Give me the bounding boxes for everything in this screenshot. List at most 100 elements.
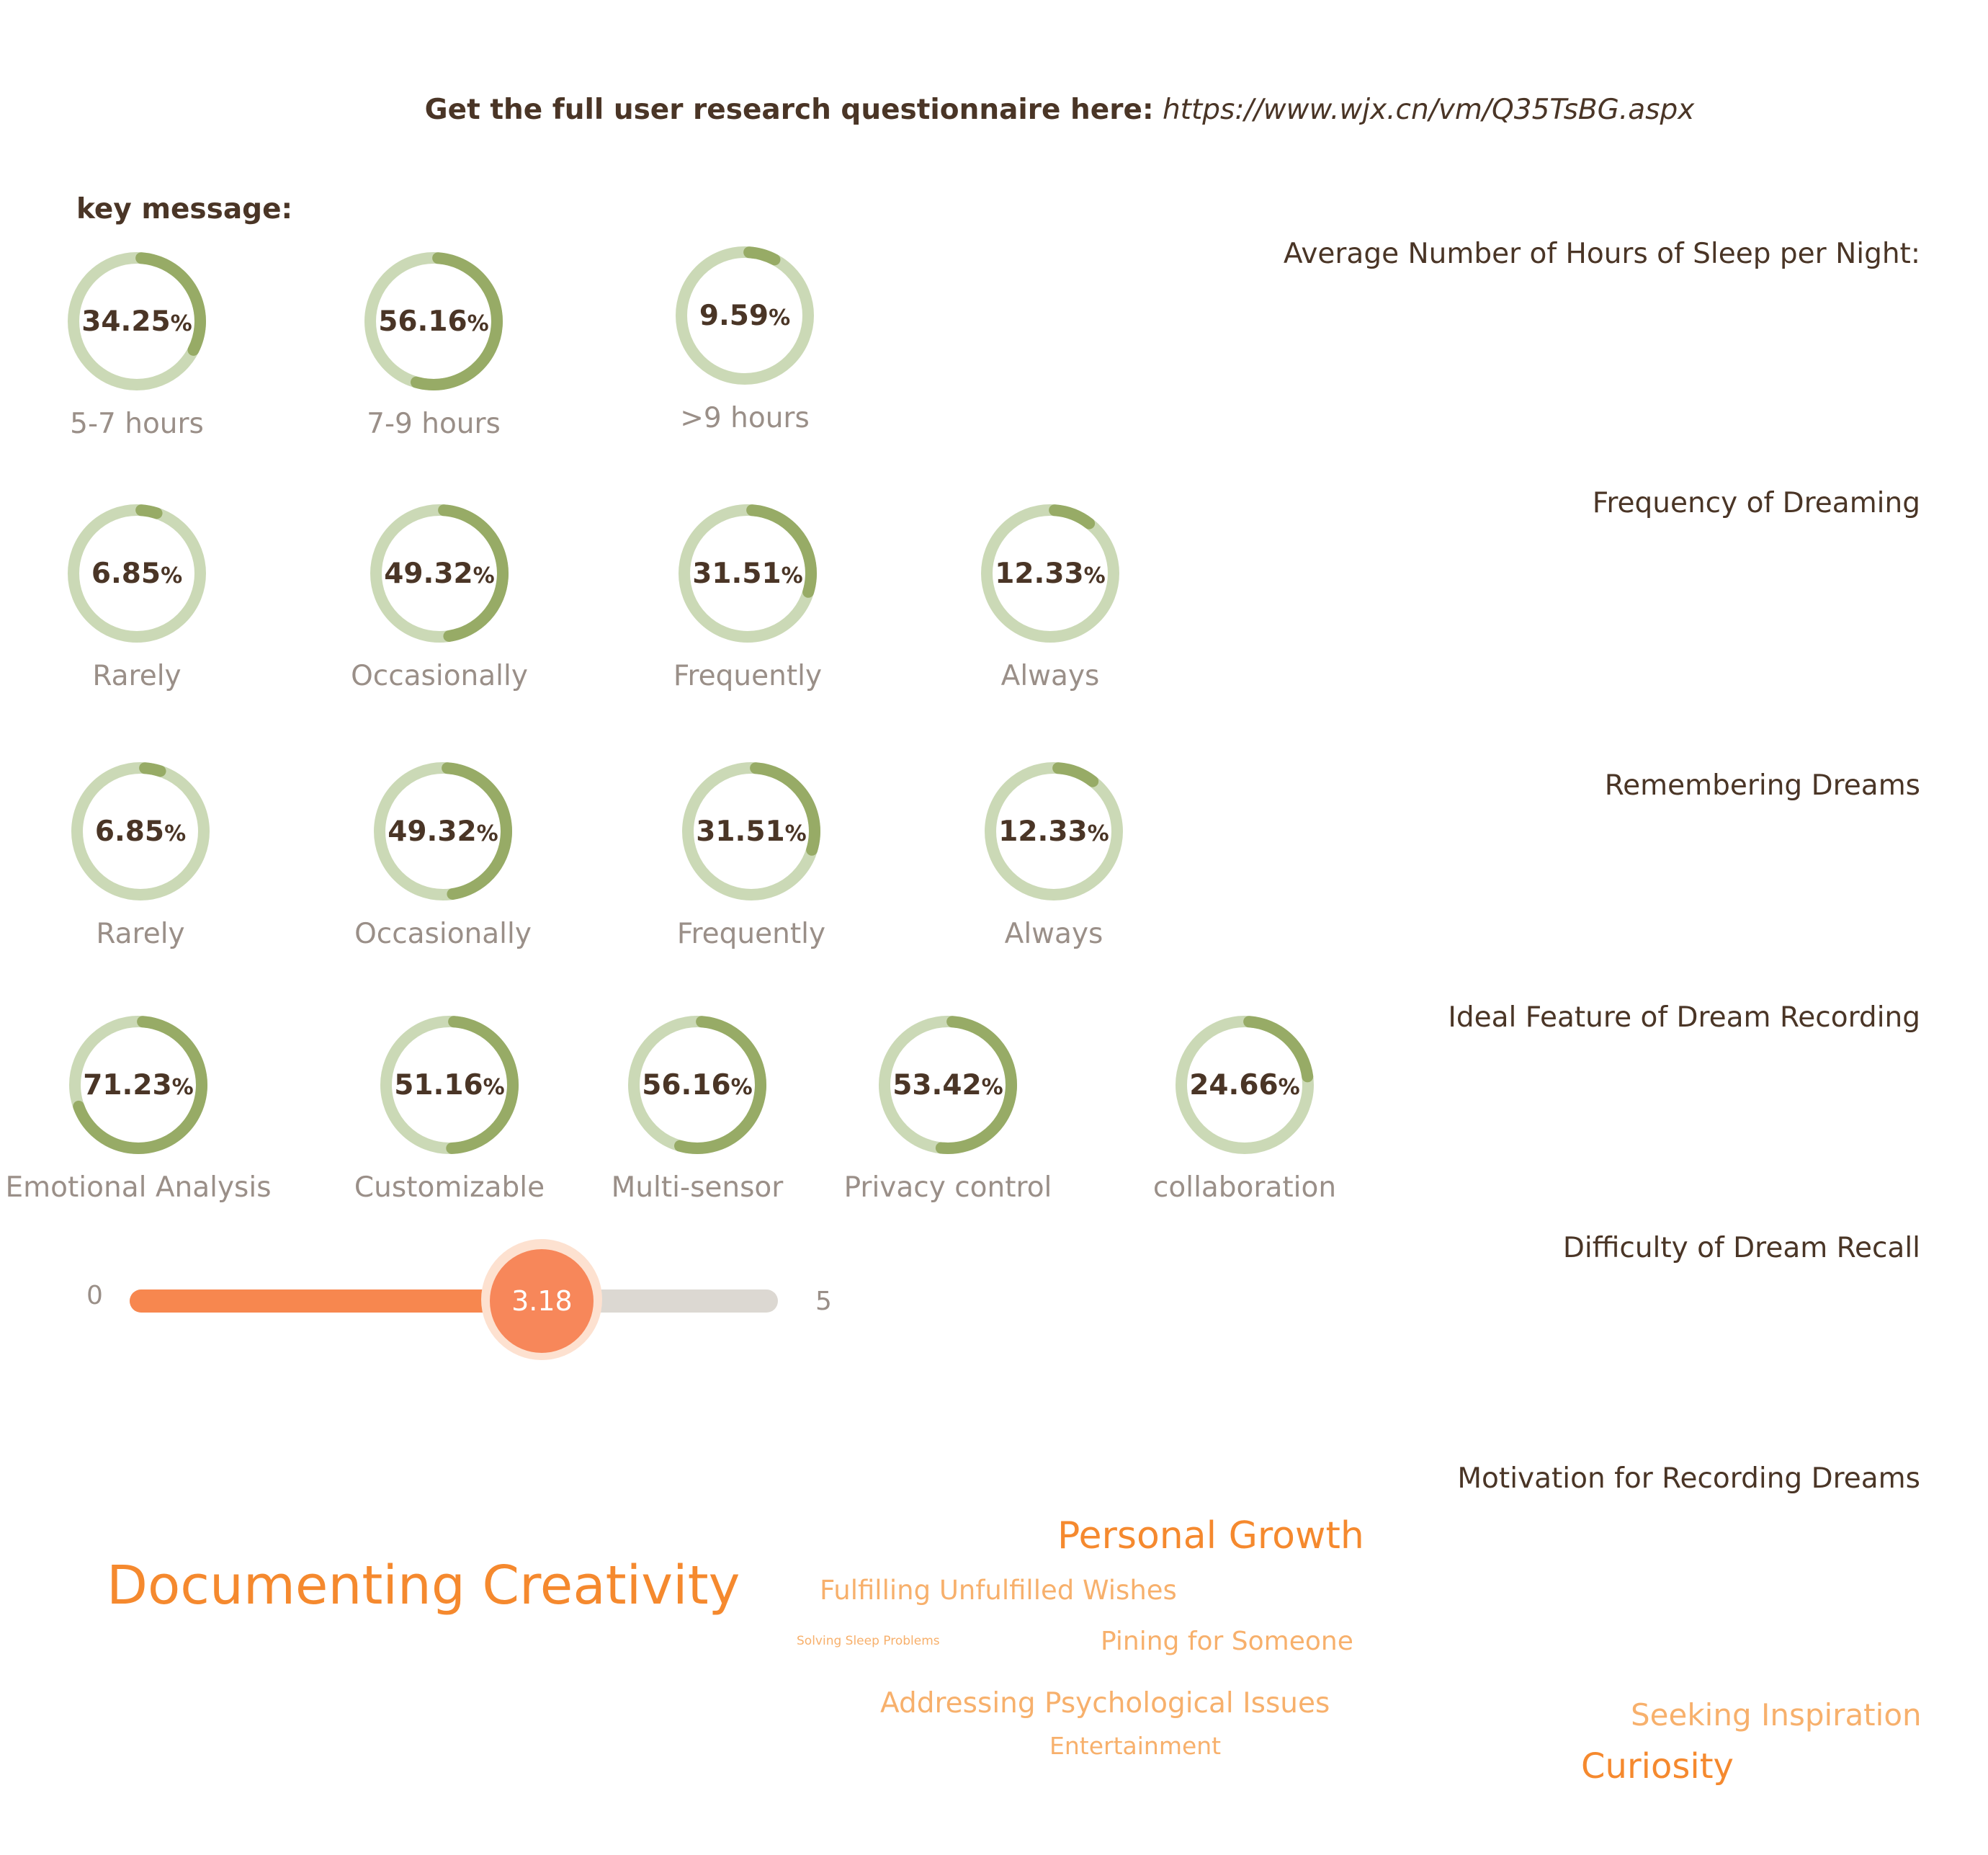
donut-dreaming-rarely: 6.85% Rarely <box>65 501 209 692</box>
word-addressing-psychological-issues: Addressing Psychological Issues <box>880 1687 1330 1720</box>
ideal-feature-title: Ideal Feature of Dream Recording <box>1448 1001 1920 1034</box>
donut-arc-7-9-hours <box>364 252 503 390</box>
percent-sign: % <box>769 305 791 331</box>
percent-sign: % <box>161 563 183 589</box>
donut-percent: 56.16% <box>362 249 506 393</box>
donut-arc-customizable <box>380 1016 519 1154</box>
remembering-dreams-title: Remembering Dreams <box>1604 769 1920 802</box>
donut-arc-occasionally <box>374 762 512 900</box>
donut-privacy-control: 53.42% Privacy control <box>844 1013 1052 1204</box>
word-pining-for-someone: Pining for Someone <box>1101 1627 1353 1656</box>
donut-svg <box>628 1016 766 1154</box>
donut-percent-value: 9.59 <box>699 299 769 332</box>
donut-svg <box>676 246 814 385</box>
donut-percent-value: 51.16 <box>394 1068 483 1101</box>
word-seeking-inspiration: Seeking Inspiration <box>1631 1697 1922 1733</box>
donut-percent: 31.51% <box>679 759 823 903</box>
donut-percent: 53.42% <box>876 1013 1020 1157</box>
donut-arc-frequently <box>682 762 820 900</box>
donut-percent: 56.16% <box>625 1013 769 1157</box>
donut-arc-rarely <box>71 762 210 900</box>
donut-emotional-analysis: 71.23% Emotional Analysis <box>5 1013 272 1204</box>
donut-label-frequently: Frequently <box>676 918 826 950</box>
donut-svg <box>364 252 503 390</box>
percent-sign: % <box>170 310 192 336</box>
donut-label-multi-sensor: Multi-sensor <box>611 1171 784 1204</box>
word-documenting-creativity: Documenting Creativity <box>107 1555 740 1617</box>
donut-dreaming-always: 12.33% Always <box>978 501 1122 692</box>
word-personal-growth: Personal Growth <box>1057 1514 1364 1557</box>
recall-difficulty-slider: 0 5 3.18 <box>72 1232 864 1376</box>
slider-min-label: 0 <box>86 1281 103 1310</box>
percent-sign: % <box>781 563 803 589</box>
percent-sign: % <box>1083 563 1106 589</box>
donut-percent-value: 12.33 <box>995 557 1084 590</box>
motivation-title: Motivation for Recording Dreams <box>1457 1462 1920 1495</box>
donut-percent-value: 12.33 <box>998 815 1088 848</box>
questionnaire-link[interactable]: https://www.wjx.cn/vm/Q35TsBG.aspx <box>1162 94 1695 126</box>
donut-dreaming-frequently: 31.51% Frequently <box>673 501 822 692</box>
percent-sign: % <box>467 310 489 336</box>
donut-percent-value: 34.25 <box>81 305 171 338</box>
donut-remember-always: 12.33% Always <box>982 759 1126 950</box>
questionnaire-link-header: Get the full user research questionnaire… <box>0 94 1988 126</box>
donut-percent: 51.16% <box>377 1013 521 1157</box>
donut-label-collaboration: collaboration <box>1152 1171 1337 1204</box>
percent-sign: % <box>171 1074 194 1100</box>
donut-remember-occasionally: 49.32% Occasionally <box>354 759 532 950</box>
donut-collaboration: 24.66% collaboration <box>1153 1013 1336 1204</box>
donut-svg <box>68 252 206 390</box>
donut-arc-9-hours <box>676 246 814 385</box>
donut-percent: 34.25% <box>65 249 209 393</box>
donut-svg <box>679 504 817 643</box>
donut-label-occasionally: Occasionally <box>351 660 528 692</box>
donut-percent-value: 53.42 <box>892 1068 982 1101</box>
header-prefix: Get the full user research questionnaire… <box>424 94 1154 126</box>
donut-label-5-7-hours: 5-7 hours <box>70 408 204 440</box>
dream-frequency-title: Frequency of Dreaming <box>1592 487 1920 519</box>
donut-5-7-hours: 34.25% 5-7 hours <box>65 249 209 440</box>
donut-percent: 49.32% <box>371 759 515 903</box>
donut-svg <box>879 1016 1017 1154</box>
donut-arc-emotional-analysis <box>69 1016 207 1154</box>
percent-sign: % <box>164 821 187 846</box>
donut-percent: 9.59% <box>673 243 817 388</box>
slider-knob[interactable]: 3.18 <box>490 1249 594 1353</box>
donut-remember-frequently: 31.51% Frequently <box>677 759 825 950</box>
donut-label-9-hours: >9 hours <box>680 402 810 434</box>
donut-arc-always <box>985 762 1123 900</box>
donut-arc-collaboration <box>1176 1016 1314 1154</box>
donut-percent-value: 71.23 <box>83 1068 172 1101</box>
donut-svg <box>981 504 1119 643</box>
percent-sign: % <box>981 1074 1003 1100</box>
donut-percent: 31.51% <box>676 501 820 645</box>
donut-percent: 49.32% <box>367 501 511 645</box>
percent-sign: % <box>1278 1074 1300 1100</box>
percent-sign: % <box>784 821 807 846</box>
donut-percent-value: 24.66 <box>1189 1068 1279 1101</box>
word-fulfilling-unfulfilled-wishes: Fulfilling Unfulfilled Wishes <box>820 1575 1177 1606</box>
donut-svg <box>71 762 210 900</box>
recall-difficulty-title: Difficulty of Dream Recall <box>1562 1232 1920 1264</box>
donut-remember-rarely: 6.85% Rarely <box>68 759 212 950</box>
donut-svg <box>370 504 509 643</box>
donut-label-rarely: Rarely <box>96 918 185 950</box>
percent-sign: % <box>473 563 495 589</box>
word-curiosity: Curiosity <box>1581 1746 1734 1787</box>
donut-percent: 12.33% <box>978 501 1122 645</box>
donut-arc-always <box>981 504 1119 643</box>
word-solving-sleep-problems: Solving Sleep Problems <box>797 1634 940 1648</box>
donut-arc-occasionally <box>370 504 509 643</box>
word-entertainment: Entertainment <box>1049 1732 1222 1760</box>
donut-dreaming-occasionally: 49.32% Occasionally <box>351 501 528 692</box>
donut-label-occasionally: Occasionally <box>354 918 532 950</box>
donut-arc-rarely <box>68 504 206 643</box>
sleep-hours-title: Average Number of Hours of Sleep per Nig… <box>1283 238 1920 270</box>
donut-multi-sensor: 56.16% Multi-sensor <box>612 1013 783 1204</box>
donut-percent: 6.85% <box>68 759 212 903</box>
donut-arc-frequently <box>679 504 817 643</box>
donut-svg <box>380 1016 519 1154</box>
donut-percent-value: 49.32 <box>384 557 473 590</box>
donut-label-always: Always <box>1004 918 1103 950</box>
donut-percent: 6.85% <box>65 501 209 645</box>
